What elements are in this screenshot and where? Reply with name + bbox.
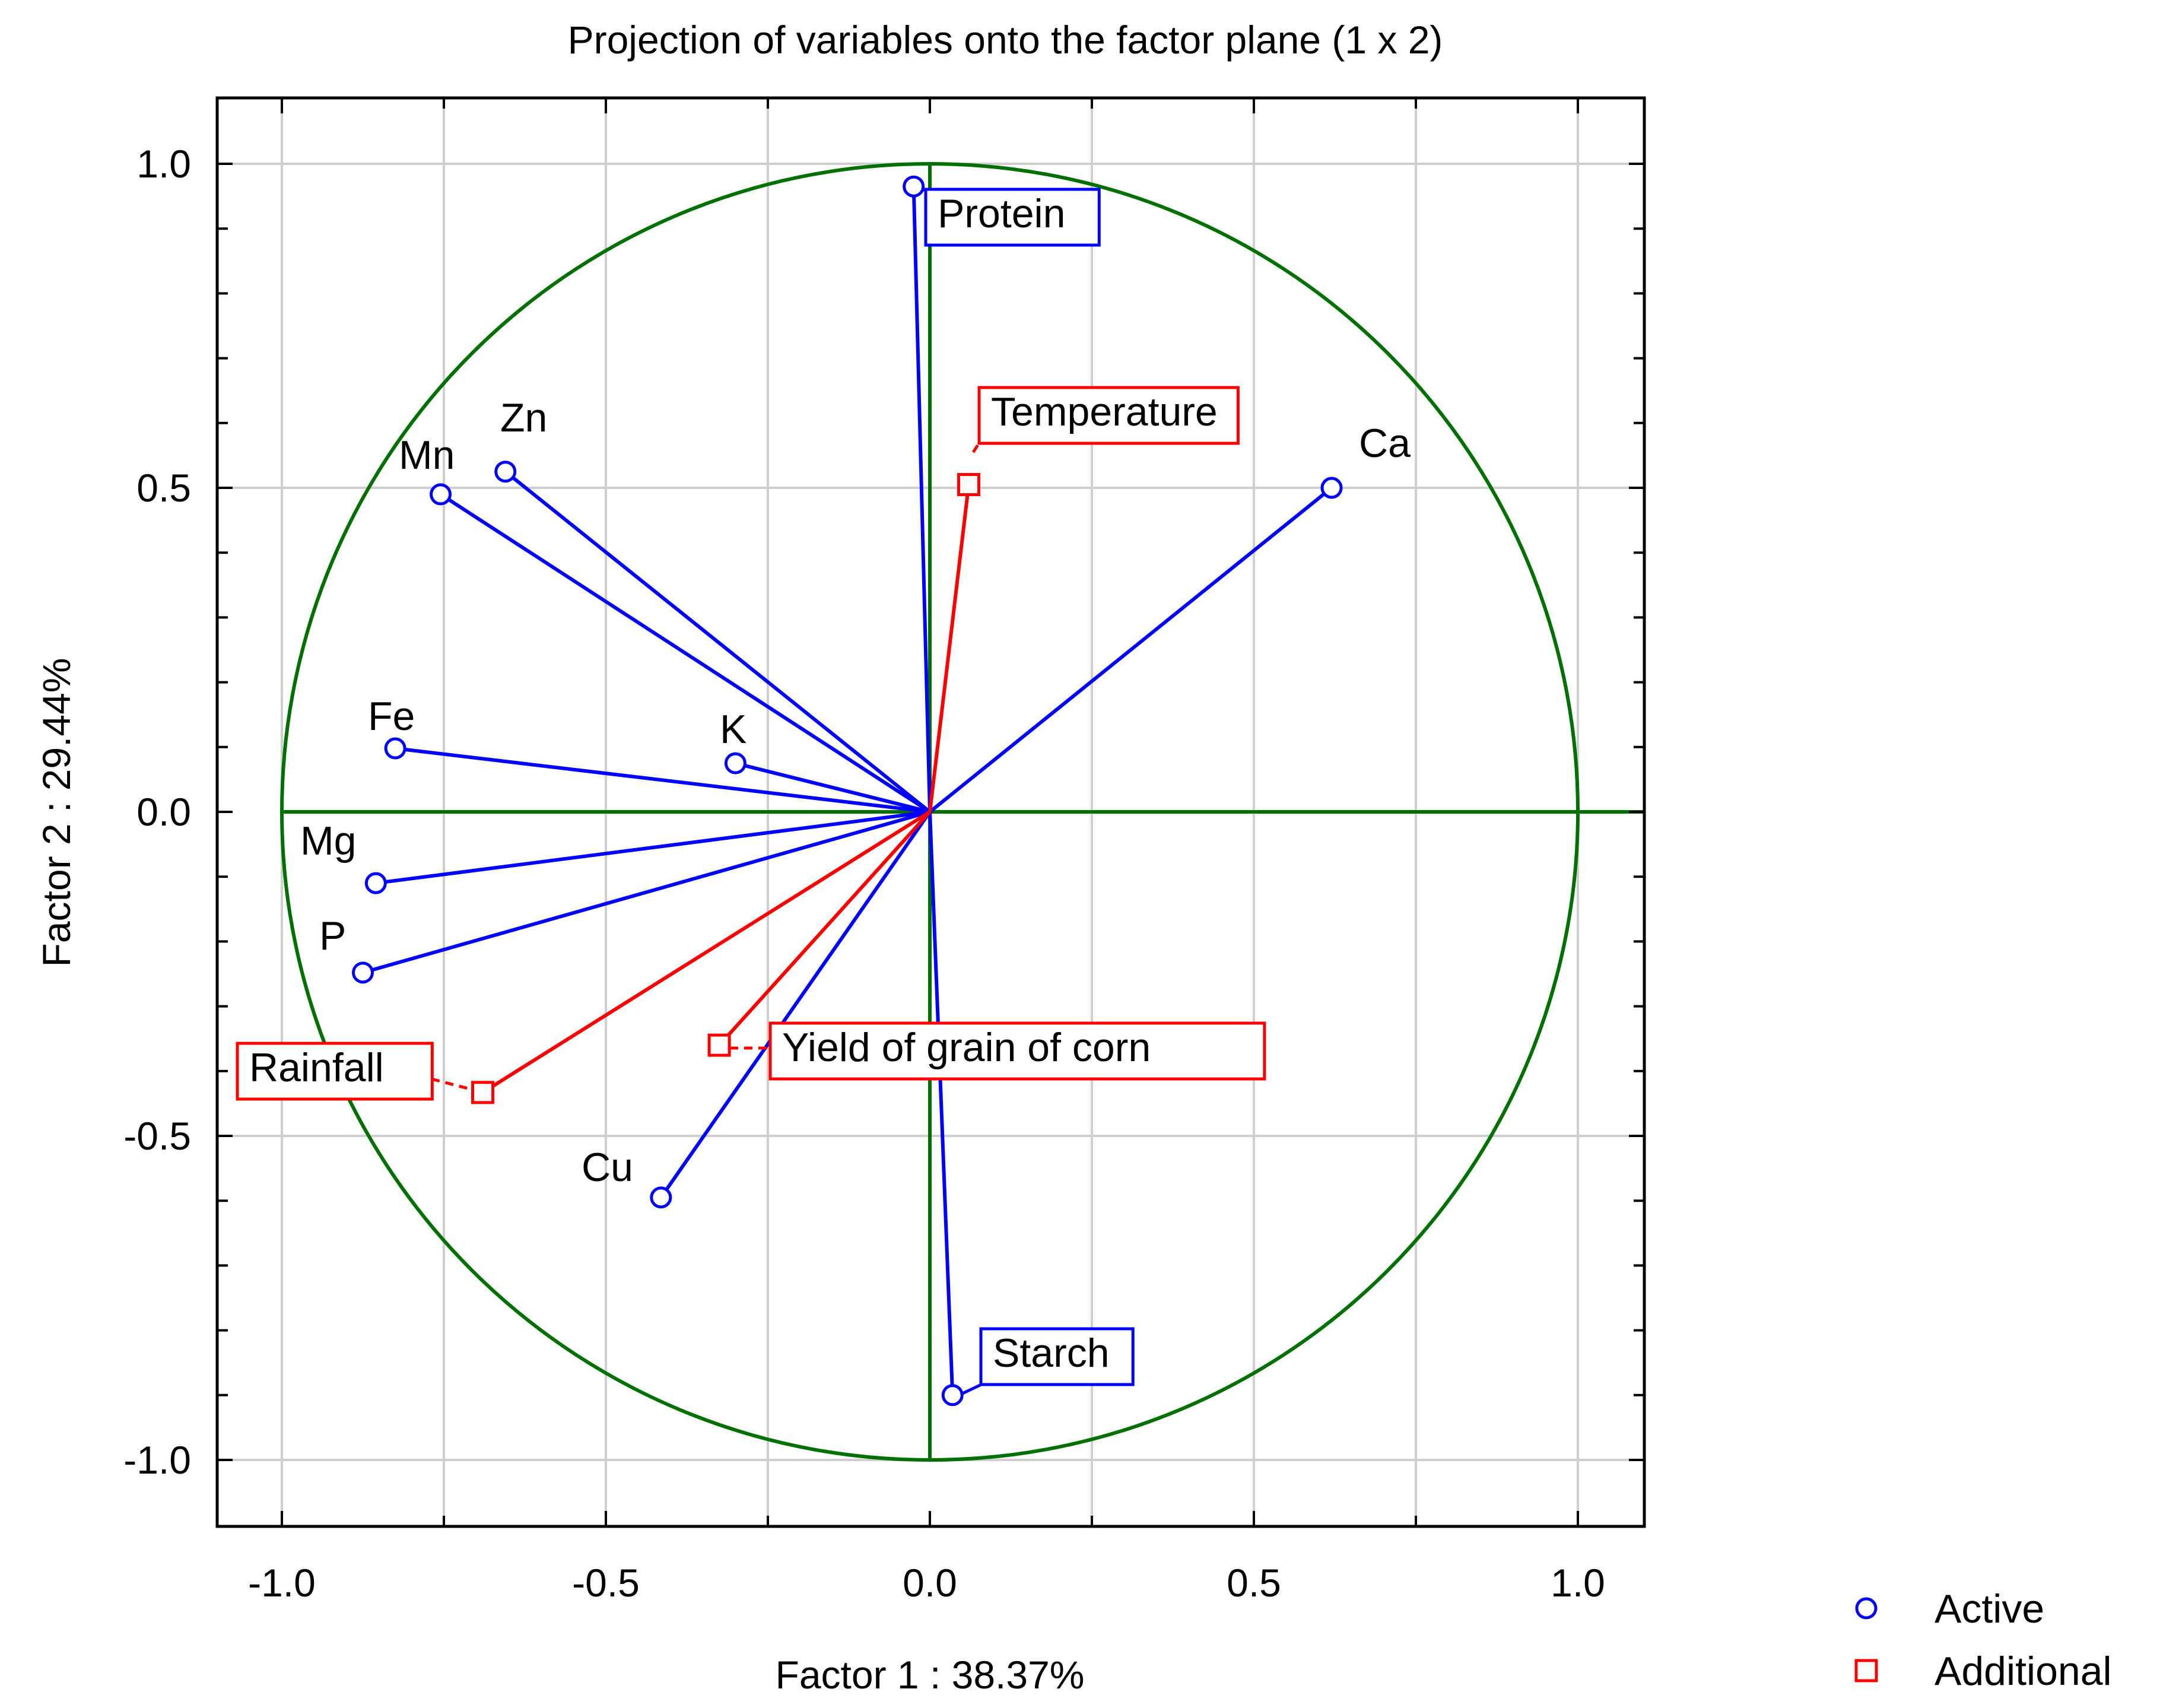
y-tick-label: 1.0 [136,142,191,186]
label-ca: Ca [1359,421,1411,466]
x-tick-label: -0.5 [572,1561,640,1605]
legend: Active Additional [1854,1586,2112,1694]
marker-mn [430,483,452,506]
label-starch: Starch [993,1331,1110,1376]
legend-label-active: Active [1935,1586,2044,1631]
marker-rainfall [471,1081,495,1104]
label-box-yield-of-grain-of-corn [768,1021,1266,1081]
y-tick-label: -1.0 [123,1438,191,1482]
marker-protein [903,175,925,198]
vector-temperature [928,484,971,812]
label-fe: Fe [368,694,415,739]
x-tick-label: 1.0 [1551,1561,1605,1605]
axis-ticks: -1.0 -0.5 0.0 0.5 1.0 -1.0 -0.5 0.0 0.5 1.0 [123,98,1644,1605]
chart-title: Projection of variables onto the factor … [568,18,1443,62]
marker-ca [1320,477,1343,499]
point-labels: Protein Ca Zn Mn Fe K Mg P Cu Starch Temperature Yi… [236,188,1411,1386]
label-box-protein [924,188,1101,247]
label-rainfall: Rainfall [249,1045,384,1090]
marker-cu [650,1186,672,1209]
label-zn: Zn [500,395,547,440]
label-k: K [720,707,747,752]
x-tick-label: 0.5 [1227,1561,1281,1605]
marker-p [352,961,374,984]
point-markers [352,175,1343,1407]
label-mg: Mg [300,818,356,863]
vector-rainfall [481,810,931,1094]
x-tick-label: 0.0 [903,1561,957,1605]
y-tick-label: 0.0 [136,790,191,834]
marker-fe [384,737,406,760]
vector-ca [929,486,1333,814]
vector-cu [659,811,932,1199]
label-yield-of-grain-of-corn: Yield of grain of corn [782,1025,1151,1070]
label-cu: Cu [582,1145,633,1190]
label-box-starch [979,1327,1135,1386]
vector-protein [911,186,932,812]
label-p: P [319,913,346,958]
y-tick-label: -0.5 [123,1114,191,1158]
marker-temperature [957,473,981,497]
legend-marker-active [1855,1597,1878,1620]
vector-mg [375,810,930,885]
vector-zn [504,470,931,814]
vector-yield-of-grain-of-corn [717,810,932,1047]
leader-rainfall [417,1074,473,1091]
marker-zn [494,461,517,483]
marker-yield-of-grain-of-corn [707,1033,731,1057]
marker-starch [941,1384,964,1407]
x-axis-label: Factor 1 : 38.37% [776,1653,1085,1697]
vector-lines [362,186,1333,1395]
legend-label-additional: Additional [1935,1649,2112,1694]
legend-marker-additional [1854,1659,1878,1682]
vector-fe [395,747,930,814]
label-mn: Mn [399,433,455,478]
vector-starch [928,811,955,1395]
marker-k [724,752,747,774]
marker-mg [364,872,387,894]
vector-k [735,761,930,814]
vector-p [362,810,930,974]
label-protein: Protein [938,191,1065,236]
label-box-rainfall [236,1042,434,1101]
label-temperature: Temperature [991,389,1218,434]
label-box-temperature [977,386,1240,445]
x-tick-label: -1.0 [248,1561,316,1605]
y-axis-label: Factor 2 : 29.44% [34,658,78,967]
y-tick-label: 0.5 [136,466,191,510]
vector-mn [439,493,931,814]
